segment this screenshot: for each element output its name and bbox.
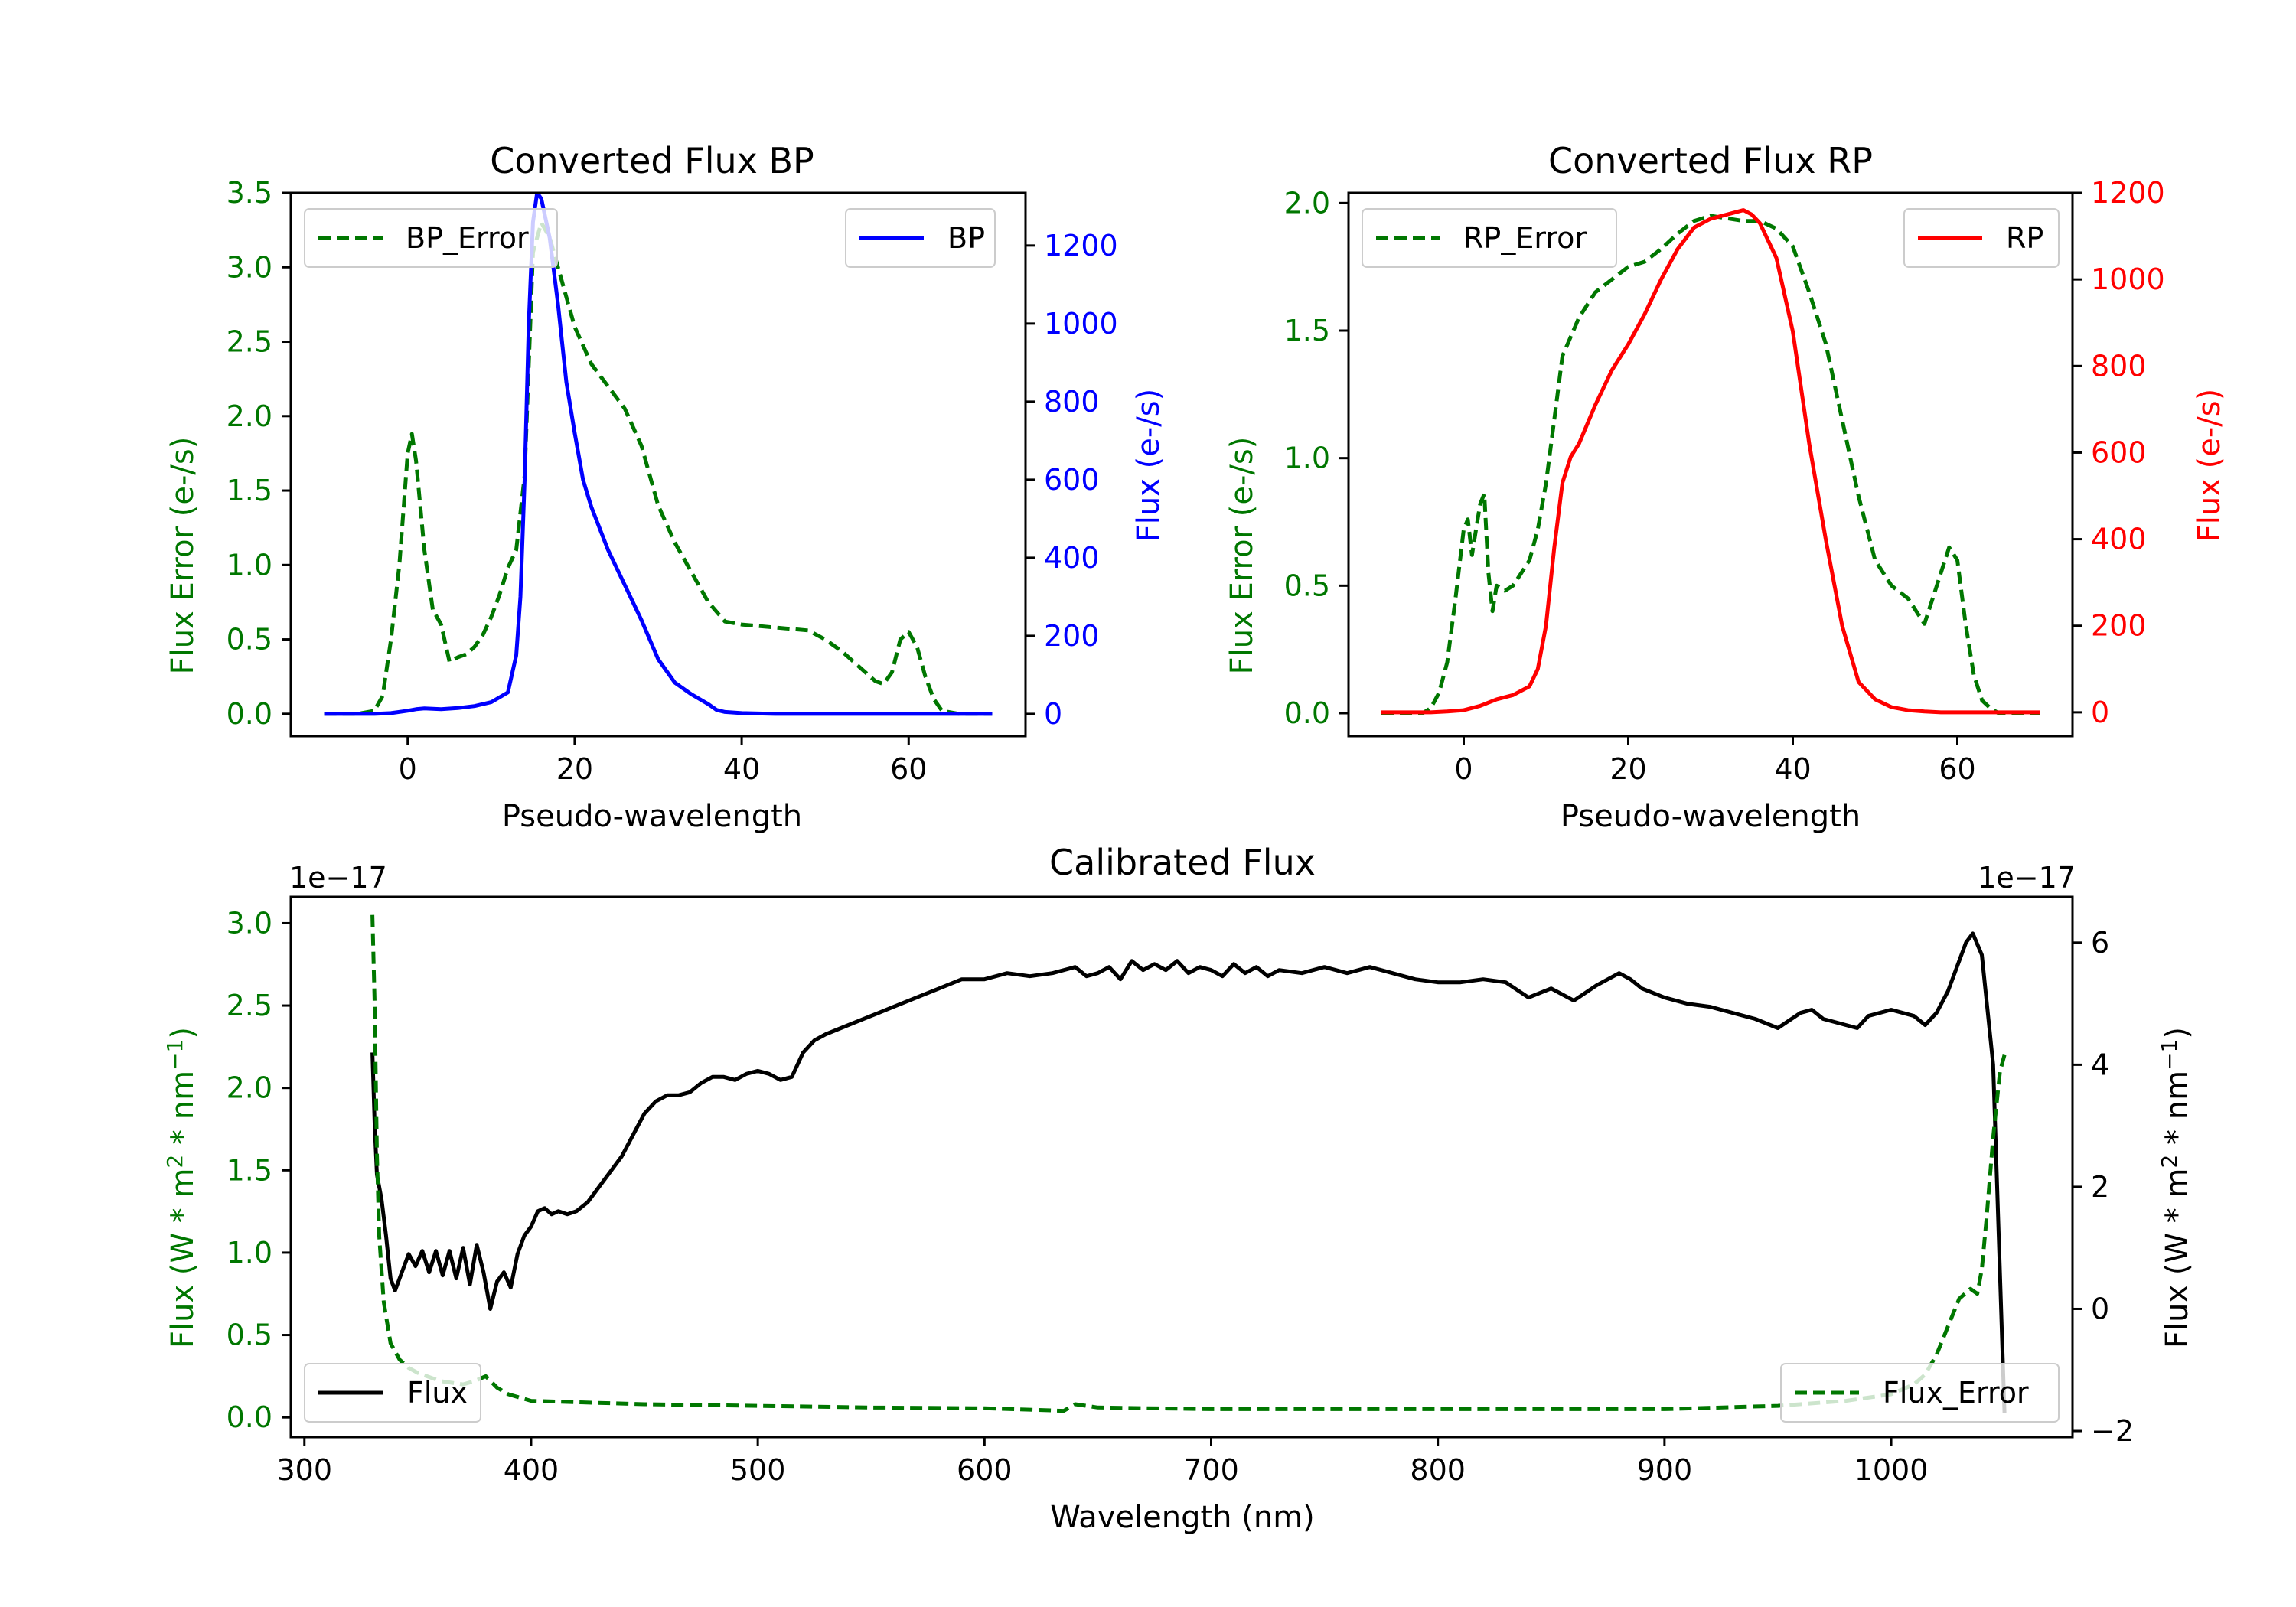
bp-x-tick-label: 20 [556, 752, 593, 786]
rp-y-right-label: Flux (e-/s) [2192, 389, 2227, 542]
panel-calibrated: Calibrated Flux Wavelength (nm) 1e−17 1e… [162, 842, 2195, 1535]
rp-y-right-tick-label: 0 [2091, 696, 2109, 729]
cal-legend-flux: Flux [304, 1363, 481, 1423]
rp-series-rp [1381, 208, 2040, 715]
rp-legend-flux-label: RP [2006, 221, 2043, 255]
rp-y-left-tick-label: 2.0 [1284, 186, 1330, 220]
bp-x-tick-label: 40 [723, 752, 760, 786]
cal-y-left-tick-label: 1.5 [227, 1153, 272, 1187]
bp-y-right-tick-label: 800 [1044, 385, 1100, 419]
bp-x-tick-label: 0 [399, 752, 417, 786]
cal-y-right-tick-label: 4 [2091, 1048, 2109, 1081]
bp-legend-flux-label: BP [947, 221, 985, 255]
rp-legend-error: RP_Error [1362, 208, 1617, 268]
rp-legend-error-label: RP_Error [1463, 221, 1587, 255]
bp-series-bp [324, 193, 993, 716]
rp-y-right-tick-label: 200 [2091, 609, 2147, 643]
cal-x-tick-label: 800 [1410, 1453, 1466, 1487]
bp-y-left-tick-label: 1.0 [227, 548, 272, 582]
cal-y-left-tick-label: 2.5 [227, 989, 272, 1022]
rp-x-label: Pseudo-wavelength [1561, 799, 1861, 834]
cal-x-tick-label: 600 [957, 1453, 1013, 1487]
cal-axes-frame [289, 895, 2074, 1439]
bp-x-label: Pseudo-wavelength [502, 799, 802, 834]
cal-y-left-label: Flux (W * m2 * nm−1) [162, 1027, 201, 1348]
cal-y-left-tick-label: 0.5 [227, 1319, 272, 1352]
rp-y-left-tick-label: 1.5 [1284, 314, 1330, 347]
cal-y-right-tick-label: 6 [2091, 926, 2109, 960]
cal-x-label: Wavelength (nm) [1050, 1500, 1315, 1535]
bp-axes-frame [289, 191, 1027, 738]
cal-legend-flux-box [304, 1363, 481, 1423]
rp-y-left-tick-label: 0.5 [1284, 569, 1330, 602]
rp-y-right-tick-label: 1200 [2091, 176, 2165, 210]
bp-y-left-tick-label: 2.5 [227, 325, 272, 359]
cal-y-right-tick-label: 2 [2091, 1170, 2109, 1204]
cal-x-tick-label: 500 [730, 1453, 786, 1487]
rp-y-right-tick-label: 800 [2091, 349, 2147, 383]
rp-y-left-label: Flux Error (e-/s) [1225, 437, 1260, 675]
bp-y-right-tick-label: 1000 [1044, 307, 1118, 341]
panel-rp: Converted Flux RP Pseudo-wavelength Flux… [1225, 140, 2227, 834]
rp-plot-area: 0 20 40 60 0.0 0.5 1.0 1.5 2.0 0 200 400 600 800 1000 1… [1284, 176, 2165, 786]
cal-offset-left: 1e−17 [289, 861, 387, 895]
bp-plot-area: 0 20 40 60 0.0 0.5 1.0 1.5 2.0 2.5 3.0 3.5 0 200 400 60… [227, 176, 1118, 786]
cal-legend-error-label: Flux_Error [1883, 1376, 2029, 1410]
bp-y-right-tick-label: 0 [1044, 697, 1062, 731]
cal-x-tick-label: 1000 [1854, 1453, 1929, 1487]
bp-y-right-label: Flux (e-/s) [1131, 389, 1166, 542]
rp-series-rp-error [1381, 214, 2040, 715]
bp-y-left-tick-label: 3.5 [227, 176, 272, 210]
cal-y-left-tick-label: 2.0 [227, 1071, 272, 1105]
bp-title: Converted Flux BP [490, 140, 814, 181]
cal-y-right-label: Flux (W * m2 * nm−1) [2157, 1027, 2195, 1348]
bp-legend-error-box [304, 208, 558, 268]
bp-x-tick-label: 60 [890, 752, 927, 786]
cal-y-right-tick-label: 0 [2091, 1292, 2109, 1325]
cal-y-left-tick-label: 1.0 [227, 1236, 272, 1270]
rp-x-tick-label: 60 [1939, 752, 1975, 786]
bp-series-bp-error [324, 220, 993, 716]
rp-title: Converted Flux RP [1548, 140, 1873, 181]
cal-x-tick-label: 900 [1637, 1453, 1693, 1487]
rp-y-right-tick-label: 400 [2091, 523, 2147, 556]
cal-title: Calibrated Flux [1049, 842, 1316, 883]
rp-x-tick-label: 0 [1454, 752, 1473, 786]
bp-y-left-tick-label: 0.5 [227, 623, 272, 657]
cal-series-flux [370, 931, 2007, 1413]
panel-bp: Converted Flux BP Pseudo-wavelength Flux… [165, 140, 1166, 834]
bp-legend-flux: BP [845, 208, 996, 268]
rp-x-tick-label: 20 [1609, 752, 1646, 786]
bp-y-left-tick-label: 2.0 [227, 399, 272, 433]
cal-legend-error-box [1780, 1363, 2060, 1423]
rp-axes-frame [1347, 191, 2074, 738]
rp-x-tick-label: 40 [1774, 752, 1811, 786]
bp-legend-error: BP_Error [304, 208, 558, 268]
bp-y-right-tick-label: 400 [1044, 541, 1100, 575]
cal-y-right-tick-label: −2 [2091, 1414, 2134, 1448]
rp-legend-error-box [1362, 208, 1617, 268]
cal-x-tick-label: 700 [1183, 1453, 1239, 1487]
cal-x-tick-label: 400 [504, 1453, 559, 1487]
rp-y-left-tick-label: 1.0 [1284, 442, 1330, 475]
bp-y-left-tick-label: 1.5 [227, 474, 272, 507]
bp-y-left-tick-label: 0.0 [227, 697, 272, 731]
rp-y-right-tick-label: 1000 [2091, 262, 2165, 296]
cal-legend-flux-label: Flux [407, 1376, 468, 1410]
bp-y-left-label: Flux Error (e-/s) [165, 437, 201, 675]
cal-offset-right: 1e−17 [1978, 861, 2076, 895]
bp-y-right-tick-label: 1200 [1044, 229, 1118, 262]
rp-y-right-tick-label: 600 [2091, 435, 2147, 469]
bp-y-left-tick-label: 3.0 [227, 250, 272, 284]
cal-y-left-tick-label: 0.0 [227, 1400, 272, 1434]
cal-legend-error: Flux_Error [1780, 1363, 2060, 1423]
bp-y-right-tick-label: 600 [1044, 463, 1100, 497]
cal-y-left-tick-label: 3.0 [227, 906, 272, 940]
rp-legend-flux: RP [1903, 208, 2060, 268]
cal-x-tick-label: 300 [277, 1453, 333, 1487]
bp-legend-error-label: BP_Error [406, 221, 529, 255]
bp-y-right-tick-label: 200 [1044, 619, 1100, 653]
rp-y-left-tick-label: 0.0 [1284, 696, 1330, 730]
